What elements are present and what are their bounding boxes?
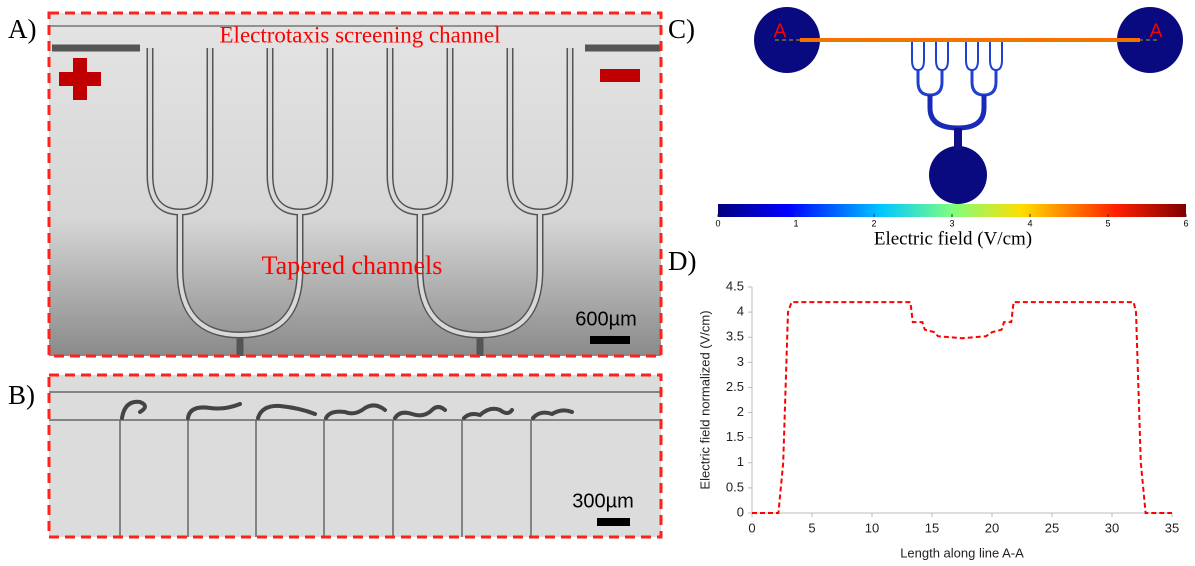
colorbar-tick-label: 5 — [1105, 218, 1110, 228]
y-tick-label: 0.5 — [726, 479, 744, 494]
colorbar-tick-label: 1 — [793, 218, 798, 228]
x-tick-label: 0 — [748, 520, 755, 535]
x-tick-label: 25 — [1045, 520, 1059, 535]
y-tick-label: 3.5 — [726, 329, 744, 344]
colorbar-label: Electric field (V/cm) — [874, 228, 1032, 249]
scale-bar — [590, 336, 630, 344]
channel — [918, 70, 996, 95]
annotation: Tapered channels — [262, 251, 443, 280]
channel — [930, 95, 984, 128]
channel — [912, 42, 1002, 70]
reservoir — [929, 146, 987, 204]
y-tick-label: 0 — [737, 504, 744, 519]
x-tick-label: 30 — [1105, 520, 1119, 535]
x-tick-label: 15 — [925, 520, 939, 535]
data-line — [752, 302, 1172, 513]
y-tick-label: 2.5 — [726, 379, 744, 394]
colorbar-tick-label: 2 — [871, 218, 876, 228]
point-label: A — [774, 21, 787, 42]
panel-label: C) — [668, 14, 695, 44]
x-axis-label: Length along line A-A — [900, 545, 1024, 560]
y-tick-label: 4 — [737, 304, 744, 319]
y-axis-label: Electric field normalized (V/cm) — [697, 310, 712, 489]
device-field-map: A A — [754, 7, 1183, 204]
chart: 0 0.5 1 1.5 2 2.5 3 3.5 4 4.5 0 5 10 15 20 25 30 35 Length… — [697, 278, 1179, 560]
colorbar-tick-label: 4 — [1027, 218, 1032, 228]
channel-title: Electrotaxis screening channel — [220, 22, 501, 47]
panel-label: B) — [8, 380, 35, 410]
scale-bar-label: 300µm — [572, 490, 634, 512]
point-label: A — [1150, 21, 1163, 42]
x-tick-label: 20 — [985, 520, 999, 535]
x-tick-label: 10 — [865, 520, 879, 535]
scale-bar — [597, 518, 630, 526]
colorbar-tick-label: 6 — [1183, 218, 1188, 228]
panel-label: A) — [8, 14, 37, 44]
colorbar-tick-label: 3 — [949, 218, 954, 228]
micrograph — [49, 375, 661, 537]
y-tick-label: 1.5 — [726, 429, 744, 444]
x-tick-label: 5 — [808, 520, 815, 535]
figure: A) Electrotaxis screening channel Tapere… — [0, 0, 1195, 566]
x-tick-label: 35 — [1165, 520, 1179, 535]
colorbar-tick-label: 0 — [715, 218, 720, 228]
y-tick-label: 2 — [737, 404, 744, 419]
tapered-channels — [912, 42, 1002, 150]
y-tick-label: 3 — [737, 354, 744, 369]
scale-bar-label: 600µm — [575, 308, 637, 330]
y-tick-label: 1 — [737, 454, 744, 469]
panel-label: D) — [668, 246, 697, 276]
minus-electrode — [600, 69, 640, 82]
y-tick-label: 4.5 — [726, 278, 744, 293]
